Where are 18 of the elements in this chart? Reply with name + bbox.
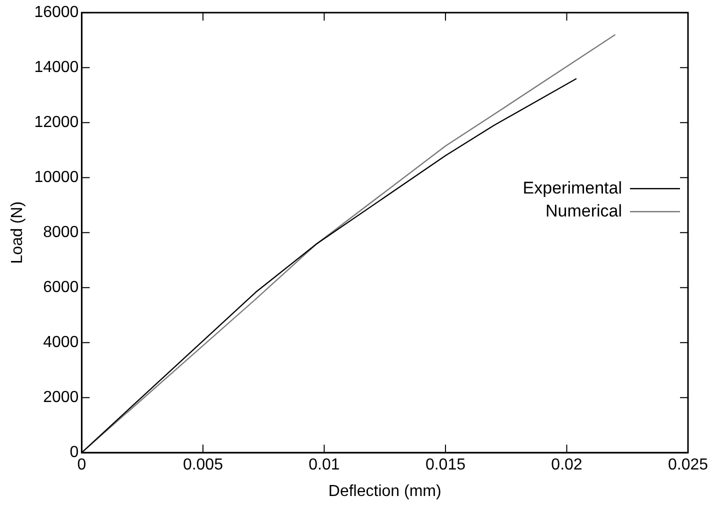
legend-label: Experimental [522, 178, 622, 198]
y-tick-label: 4000 [43, 334, 79, 352]
y-tick-label: 14000 [34, 59, 79, 76]
y-tick-label: 16000 [34, 4, 79, 22]
x-tick-label: 0.005 [182, 456, 224, 474]
x-axis-title: Deflection (mm) [328, 482, 442, 500]
x-tick-label: 0.015 [425, 456, 466, 474]
y-tick-label: 0 [70, 444, 79, 462]
x-tick-label: 0.02 [551, 456, 582, 474]
legend-label: Numerical [545, 201, 622, 220]
y-axis-title: Load (N) [9, 201, 26, 264]
x-tick-label: 0.01 [308, 456, 340, 474]
y-tick-label: 12000 [34, 114, 79, 132]
x-tick-label: 0.025 [668, 456, 708, 474]
y-tick-label: 2000 [43, 389, 79, 406]
y-tick-label: 10000 [34, 169, 79, 186]
y-tick-label: 6000 [43, 279, 79, 296]
y-tick-label: 8000 [43, 224, 79, 242]
